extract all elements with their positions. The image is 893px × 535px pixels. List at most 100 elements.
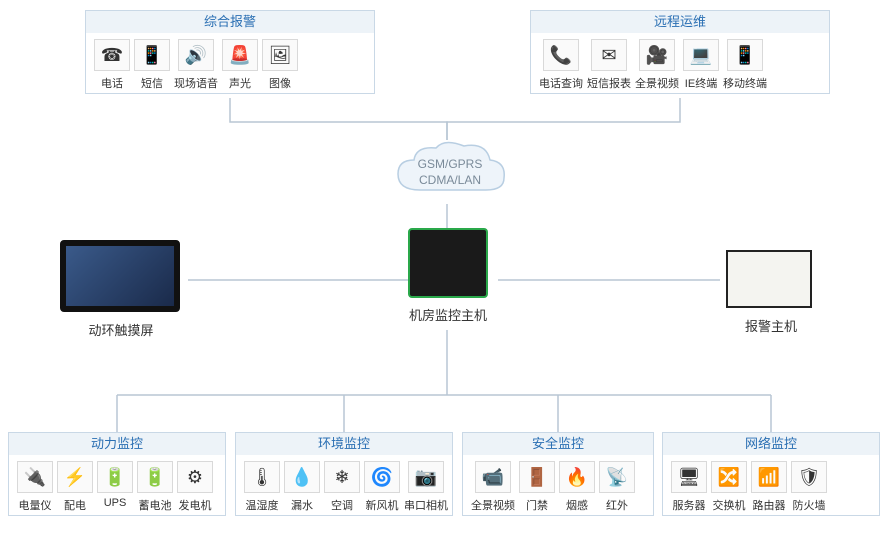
device-icon: 🚪 <box>519 461 555 493</box>
panel-title: 环境监控 <box>236 433 452 455</box>
device-label: 移动终端 <box>723 75 767 91</box>
device-icon: 💧 <box>284 461 320 493</box>
panel-title: 网络监控 <box>663 433 879 455</box>
device-label: 串口相机 <box>404 497 448 513</box>
device-item: 🔀 交换机 <box>711 461 747 513</box>
touchscreen-image <box>60 240 180 312</box>
cloud-line2: CDMA/LAN <box>390 172 510 188</box>
panel-title: 动力监控 <box>9 433 225 455</box>
device-item: 🛡 防火墙 <box>791 461 827 513</box>
device-label: 防火墙 <box>793 497 826 513</box>
panel-remote: 远程运维 📞 电话查询 ✉ 短信报表 🎥 全景视频💻 IE终端 📱 移动终端 <box>530 10 830 94</box>
device-icon: 🔋 <box>97 461 133 493</box>
device-item: ☎ 电话 <box>94 39 130 91</box>
device-label: 服务器 <box>673 497 706 513</box>
device-icon: 🔀 <box>711 461 747 493</box>
device-icon: 🔋 <box>137 461 173 493</box>
device-item: ⚙ 发电机 <box>177 461 213 513</box>
device-icon: 🔥 <box>559 461 595 493</box>
device-item: 💻 IE终端 <box>683 39 719 91</box>
panel-body: 📞 电话查询 ✉ 短信报表 🎥 全景视频💻 IE终端 📱 移动终端 <box>531 33 829 93</box>
device-item: 🔋 蓄电池 <box>137 461 173 513</box>
cloud-line1: GSM/GPRS <box>390 156 510 172</box>
device-item: 📱 移动终端 <box>723 39 767 91</box>
device-label: IE终端 <box>685 75 717 91</box>
device-label: 发电机 <box>179 497 212 513</box>
device-item: ⚡ 配电 <box>57 461 93 513</box>
device-item: 💧漏水 <box>284 461 320 513</box>
device-label: 短信 <box>141 75 163 91</box>
device-icon: 💻 <box>683 39 719 71</box>
device-icon: 📷 <box>408 461 444 493</box>
center-host-label: 机房监控主机 <box>398 305 498 324</box>
device-icon: 🌡 <box>244 461 280 493</box>
device-item: 🖼 图像 <box>262 39 298 91</box>
alarm-host-label: 报警主机 <box>736 316 806 335</box>
device-icon: ✉ <box>591 39 627 71</box>
device-icon: 🖥 <box>671 461 707 493</box>
device-item: 📷 串口相机 <box>404 461 448 513</box>
panel-body: ☎ 电话 📱 短信 🔊 现场语音🚨 声光 🖼 图像 <box>86 33 374 93</box>
device-item: 🌡 温湿度 <box>244 461 280 513</box>
device-icon: ⚡ <box>57 461 93 493</box>
device-icon: 🖼 <box>262 39 298 71</box>
device-icon: 📱 <box>134 39 170 71</box>
panel-alarm: 综合报警 ☎ 电话 📱 短信 🔊 现场语音🚨 声光 🖼 图像 <box>85 10 375 94</box>
panel-security: 安全监控 📹全景视频🚪门禁🔥 烟感 📡红外 <box>462 432 654 516</box>
panel-title: 综合报警 <box>86 11 374 33</box>
device-item: 🔥 烟感 <box>559 461 595 513</box>
device-item: 🖥 服务器 <box>671 461 707 513</box>
device-label: 新风机 <box>366 497 399 513</box>
device-label: 短信报表 <box>587 75 631 91</box>
panel-env: 环境监控 🌡 温湿度 💧漏水❄ 空调 🌀 新风机 📷 串口相机 <box>235 432 453 516</box>
device-label: 温湿度 <box>246 497 279 513</box>
device-icon: 🚨 <box>222 39 258 71</box>
device-item: 🚪门禁 <box>519 461 555 513</box>
device-icon: ☎ <box>94 39 130 71</box>
device-label: 交换机 <box>713 497 746 513</box>
device-label: 电话查询 <box>539 75 583 91</box>
device-item: 📞 电话查询 <box>539 39 583 91</box>
device-label: 烟感 <box>566 497 588 513</box>
device-label: 空调 <box>331 497 353 513</box>
device-label: 配电 <box>64 497 86 513</box>
center-host-image <box>408 228 488 298</box>
device-icon: ❄ <box>324 461 360 493</box>
device-icon: 🔌 <box>17 461 53 493</box>
device-item: 📱 短信 <box>134 39 170 91</box>
device-label: 红外 <box>606 497 628 513</box>
device-label: 路由器 <box>753 497 786 513</box>
panel-title: 安全监控 <box>463 433 653 455</box>
panel-power: 动力监控 🔌 电量仪 ⚡ 配电 🔋 UPS 🔋 蓄电池 ⚙ 发电机 <box>8 432 226 516</box>
device-icon: ⚙ <box>177 461 213 493</box>
alarm-host-image <box>726 250 812 308</box>
device-icon: 🔊 <box>178 39 214 71</box>
device-label: 现场语音 <box>174 75 218 91</box>
panel-network: 网络监控 🖥 服务器 🔀 交换机 📶 路由器 🛡 防火墙 <box>662 432 880 516</box>
device-label: 蓄电池 <box>139 497 172 513</box>
device-label: 电话 <box>101 75 123 91</box>
device-item: 🎥 全景视频 <box>635 39 679 91</box>
touchscreen-label: 动环触摸屏 <box>76 320 166 339</box>
device-item: 🚨 声光 <box>222 39 258 91</box>
device-label: 全景视频 <box>635 75 679 91</box>
device-icon: 🎥 <box>639 39 675 71</box>
device-label: 声光 <box>229 75 251 91</box>
device-item: 🔊 现场语音 <box>174 39 218 91</box>
device-item: 📡红外 <box>599 461 635 513</box>
device-icon: 📞 <box>543 39 579 71</box>
device-label: 电量仪 <box>19 497 52 513</box>
network-cloud: GSM/GPRS CDMA/LAN <box>390 140 510 204</box>
device-icon: 🛡 <box>791 461 827 493</box>
device-item: ❄ 空调 <box>324 461 360 513</box>
panel-title: 远程运维 <box>531 11 829 33</box>
device-icon: 📹 <box>475 461 511 493</box>
device-item: 🔋 UPS <box>97 461 133 513</box>
device-icon: 🌀 <box>364 461 400 493</box>
device-label: UPS <box>104 497 127 509</box>
device-icon: 📶 <box>751 461 787 493</box>
device-item: 📹全景视频 <box>471 461 515 513</box>
device-label: 图像 <box>269 75 291 91</box>
device-item: ✉ 短信报表 <box>587 39 631 91</box>
device-icon: 📱 <box>727 39 763 71</box>
